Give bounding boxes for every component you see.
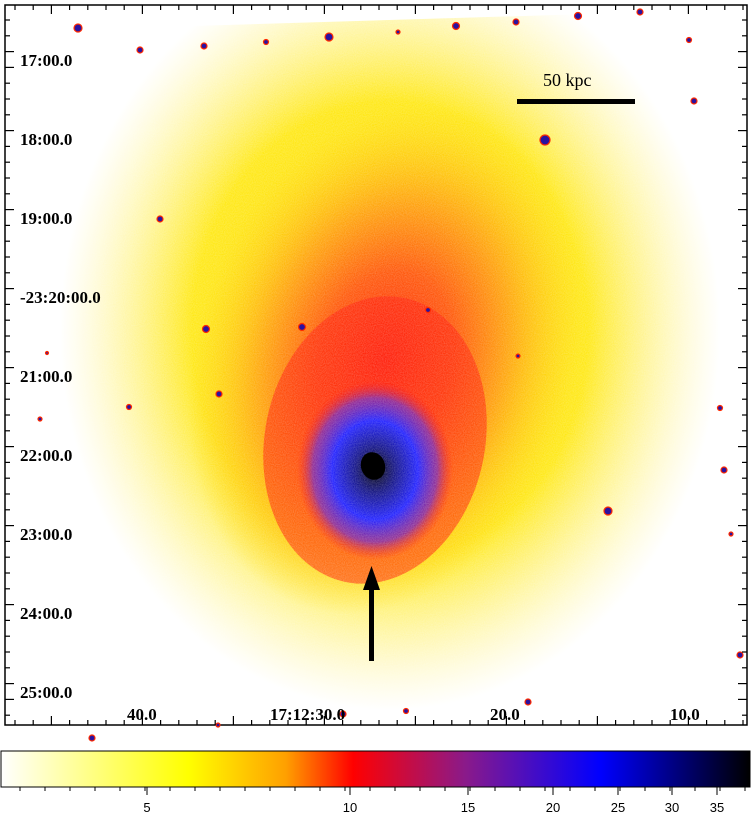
colorbar-tick-label: 5 [143,800,150,815]
diffuse-emission [60,10,728,722]
point-source [424,306,432,314]
ra-label: 20.0 [490,705,520,724]
ra-label: 10.0 [670,705,700,724]
point-source [262,38,270,46]
dec-label: 22:00.0 [20,446,72,465]
scale-bar-label: 50 kpc [543,70,592,90]
point-source [402,707,410,715]
point-source [685,36,693,44]
axis-ticks [5,5,747,725]
point-source [44,350,50,356]
arrow-marker [363,566,380,661]
scale-bar: 50 kpc [517,70,635,104]
ra-label: 17:12:30.0 [270,705,345,724]
colorbar: 5 10 15 20 25 30 35 [0,750,751,815]
colorbar-tick-label: 10 [343,800,357,815]
point-source [720,466,728,474]
dec-label: 23:00.0 [20,525,72,544]
colorbar-gradient [0,750,751,788]
point-source [215,722,221,728]
ra-axis-labels: 40.0 17:12:30.0 20.0 10.0 [127,705,700,724]
dec-label: -23:20:00.0 [20,288,101,307]
colorbar-tick-label: 25 [611,800,625,815]
point-source [515,353,521,359]
dec-label: 25:00.0 [20,683,72,702]
scale-bar-line [517,99,635,104]
point-source [156,215,164,223]
point-source [125,403,133,411]
ra-label: 40.0 [127,705,157,724]
point-source [136,46,144,54]
point-source [512,18,520,26]
dec-label: 21:00.0 [20,367,72,386]
point-source [73,23,83,33]
point-source [339,710,347,718]
point-source [201,324,211,334]
point-source [736,651,744,659]
point-source [603,506,613,516]
point-source [524,698,532,706]
colorbar-tick-label: 20 [546,800,560,815]
point-source [395,29,401,35]
point-source [200,42,208,50]
colorbar-tick-label: 30 [665,800,679,815]
dec-label: 17:00.0 [20,51,72,70]
point-source [88,734,96,742]
point-source [324,32,334,42]
cluster-core [360,452,386,480]
point-source [573,11,583,21]
point-source [451,21,461,31]
dec-label: 18:00.0 [20,130,72,149]
dec-axis-labels: 17:00.0 18:00.0 19:00.0 -23:20:00.0 21:0… [20,51,101,702]
point-source [728,531,734,537]
point-source [297,322,307,332]
point-source [37,416,43,422]
point-source [539,134,551,146]
dec-label: 19:00.0 [20,209,72,228]
point-sources [37,8,744,742]
colorbar-tick-label: 35 [710,800,724,815]
dec-label: 24:00.0 [20,604,72,623]
point-source [636,8,644,16]
point-source [716,404,724,412]
point-source [215,390,223,398]
point-source [690,97,698,105]
colorbar-tick-label: 15 [461,800,475,815]
